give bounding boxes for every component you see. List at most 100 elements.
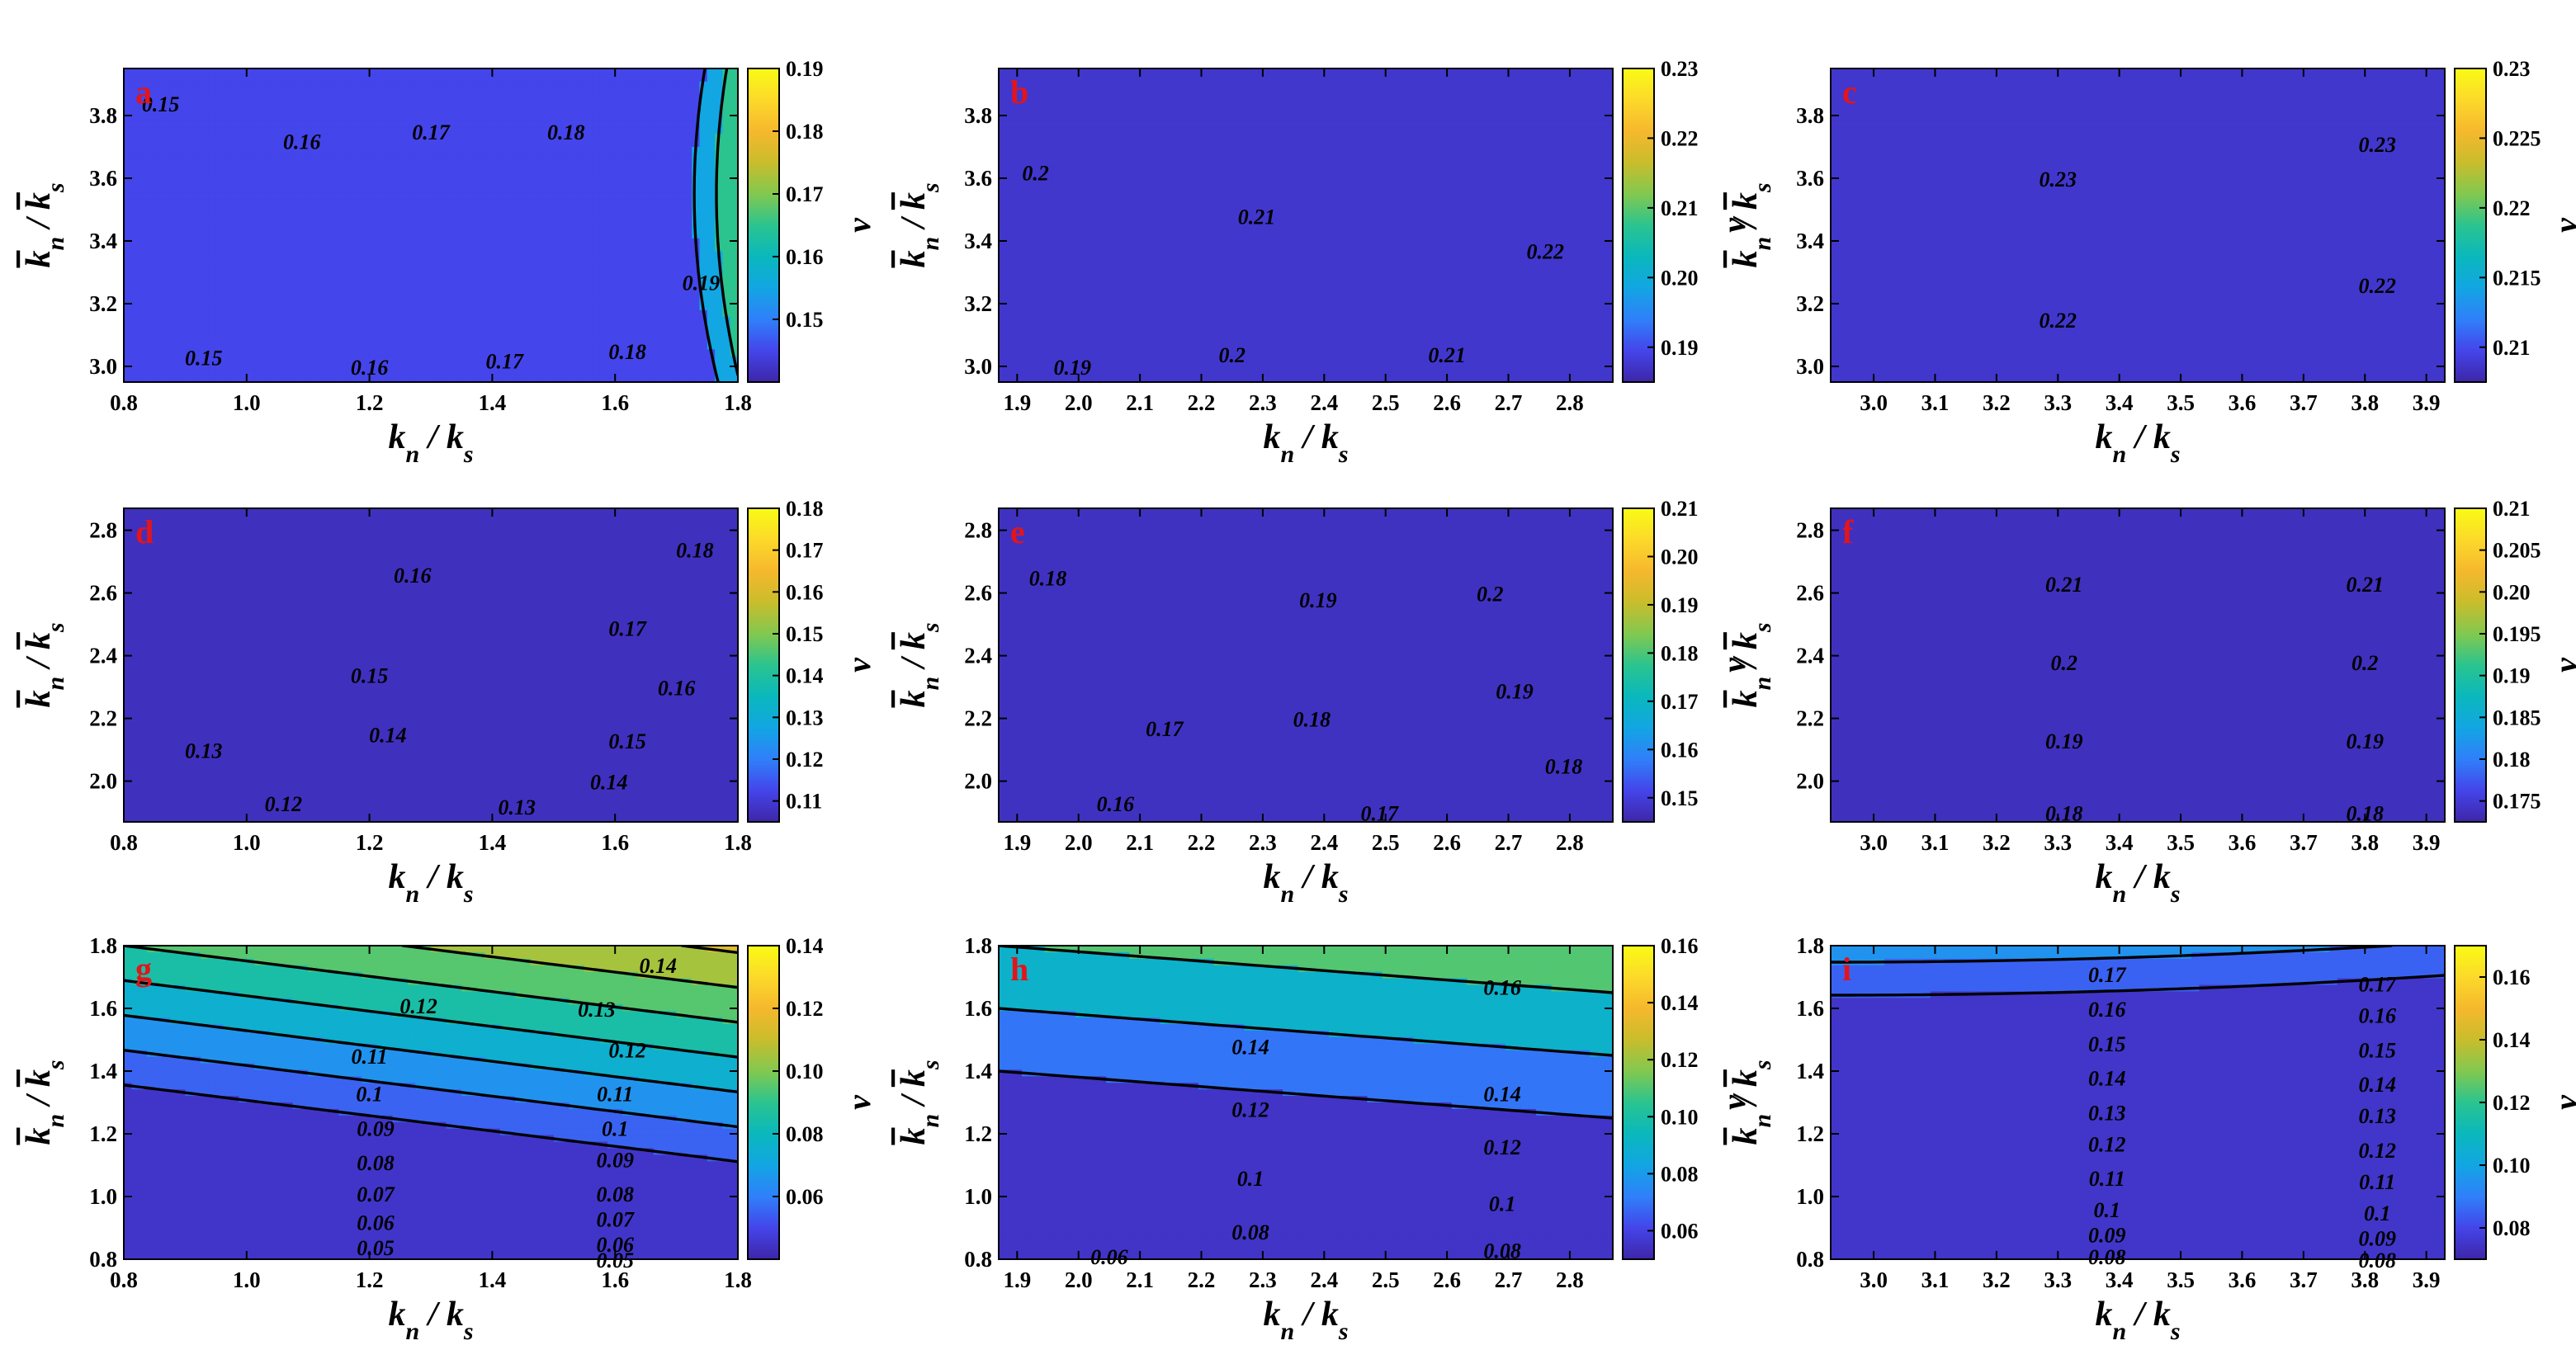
contour-cell [362,120,371,128]
contour-cell [262,375,271,382]
contour-cell [1090,107,1099,116]
contour-cell [1274,127,1283,135]
contour-cell [508,179,516,187]
contour-cell [715,362,723,370]
contour-cell [561,192,570,200]
contour-cell [246,362,255,370]
contour-cell [300,290,309,298]
contour-cell [215,74,225,83]
contour-cell [661,81,669,89]
contour-cell [630,277,639,285]
contour-cell [638,284,646,291]
contour-cell [730,284,738,291]
contour-cell [162,244,171,253]
contour-cell [124,199,132,206]
contour-cell [1183,87,1192,96]
contour-cell [469,147,478,154]
contour-cell [354,271,362,278]
contour-cell [599,87,608,96]
contour-cell [323,231,332,239]
contour-cell [269,81,278,89]
contour-cell [1297,87,1307,96]
contour-cell [223,192,232,200]
contour-cell [215,179,225,187]
contour-cell [223,199,232,206]
contour-cell [169,134,178,141]
contour-cell [1536,147,1544,154]
contour-cell [499,172,508,181]
contour-cell [722,342,731,351]
contour-cell [607,369,616,376]
contour-cell [653,94,662,102]
contour-cell [638,212,646,219]
contour-cell [683,199,692,206]
contour-cell [285,290,294,298]
contour-cell [653,212,662,219]
contour-cell [569,140,578,148]
contour-cell [392,192,401,200]
contour-cell [1520,120,1529,128]
contour-cell [499,251,508,259]
contour-cell [1113,120,1123,128]
contour-cell [1267,68,1276,76]
contour-cell [1290,114,1299,121]
contour-cell [254,349,262,356]
contour-cell [1367,68,1376,76]
contour-cell [653,238,662,246]
contour-cell [546,244,555,253]
contour-cell [584,166,593,174]
contour-fill [124,68,738,382]
contour-cell [408,304,416,311]
contour-cell [277,362,286,370]
contour-cell [1044,74,1053,83]
contour-cell [269,329,278,338]
contour-cell [376,127,385,135]
contour-cell [369,68,378,76]
contour-cell [476,172,485,181]
contour-cell [399,251,409,259]
contour-cell [423,297,432,304]
contour-cell [461,186,470,194]
contour-cell [346,362,355,370]
contour-cell [169,159,178,168]
contour-cell [385,244,394,253]
contour-cell [1574,81,1583,89]
contour-cell [622,362,631,370]
contour-cell [1067,107,1076,116]
contour-cell [246,309,255,318]
contour-cell [607,166,616,174]
contour-cell [169,68,178,76]
contour-cell [385,271,394,278]
contour-cell [423,107,432,116]
contour-cell [645,257,655,266]
contour-cell [385,186,394,194]
contour-cell [177,205,186,213]
contour-cell [169,375,178,382]
contour-cell [499,316,508,324]
contour-cell [1374,87,1383,96]
contour-cell [622,192,631,200]
contour-cell [262,304,271,311]
contour-cell [1083,94,1092,102]
contour-cell [124,231,132,239]
contour-cell [538,231,547,239]
contour-cell [1482,101,1491,109]
contour-cell [185,375,194,382]
contour-cell [638,290,646,298]
contour-cell [722,231,731,239]
contour-cell [215,356,225,363]
contour-cell [231,120,240,128]
contour-cell [1229,147,1237,154]
contour-cell [1206,94,1214,102]
contour-cell [285,68,294,76]
contour-cell [638,257,646,266]
contour-cell [699,87,708,96]
contour-cell [315,134,324,141]
contour-cell [376,369,385,376]
contour-cell [508,205,516,213]
contour-cell [699,166,708,174]
contour-cell [323,297,332,304]
contour-cell [499,244,508,253]
contour-cell [1520,94,1529,102]
contour-cell [538,362,547,370]
